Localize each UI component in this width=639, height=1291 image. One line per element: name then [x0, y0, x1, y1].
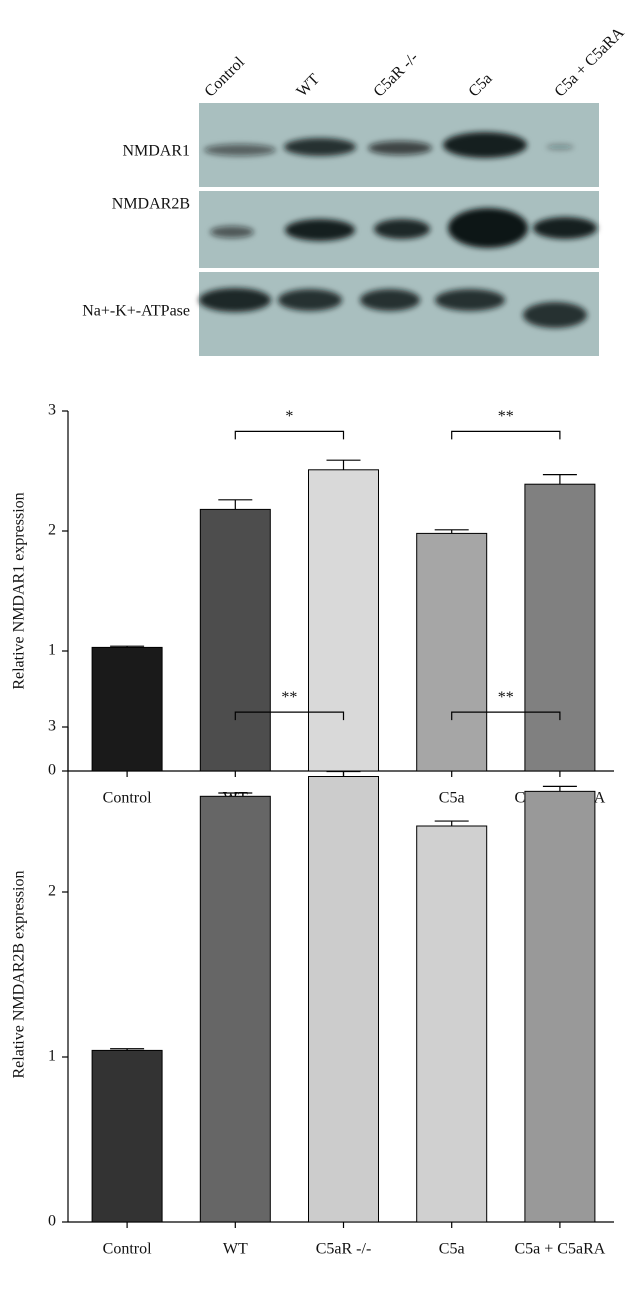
x-tick-label: WT	[223, 1241, 248, 1258]
bar	[91, 646, 163, 772]
y-tick-label: 0	[48, 1213, 56, 1230]
bar	[199, 795, 271, 1223]
band	[285, 219, 355, 241]
band	[210, 226, 254, 238]
x-tick-label: Control	[103, 1241, 152, 1258]
significance-bracket	[234, 711, 345, 721]
blot-lane-label: C5a	[465, 70, 495, 100]
band	[360, 289, 420, 311]
x-tick-label: C5aR -/-	[316, 1241, 372, 1258]
x-tick-label: C5a + C5aRA	[515, 1241, 606, 1258]
y-tick-label: 3	[48, 402, 56, 419]
blot-lane-label: WT	[293, 71, 323, 101]
band	[368, 141, 432, 155]
y-axis-label: Relative NMDAR1 expression	[11, 492, 28, 689]
y-tick-label: 1	[48, 642, 56, 659]
blot-row-label: NMDAR2B	[112, 196, 190, 213]
significance-label: **	[498, 689, 514, 706]
band	[435, 289, 505, 311]
y-tick-label: 2	[48, 883, 56, 900]
bar	[308, 776, 379, 1223]
y-tick-label: 1	[48, 1048, 56, 1065]
significance-label: **	[281, 689, 297, 706]
bar	[199, 508, 271, 772]
y-tick-label: 3	[48, 718, 56, 735]
blot-row-label: Na+-K+-ATPase	[82, 303, 190, 320]
band	[443, 132, 527, 158]
significance-bracket	[451, 711, 561, 721]
significance-bracket	[234, 430, 345, 440]
significance-bracket	[451, 430, 561, 440]
significance-label: **	[498, 408, 514, 425]
band	[278, 289, 342, 311]
blot-lane-label: C5aR -/-	[370, 49, 421, 100]
significance-label: *	[285, 408, 293, 425]
band	[374, 219, 430, 239]
x-tick-label: C5a	[439, 790, 465, 807]
y-axis-label: Relative NMDAR2B expression	[11, 871, 28, 1079]
bar	[308, 469, 379, 772]
blot-separator	[199, 187, 599, 191]
band	[546, 144, 574, 150]
y-tick-label: 2	[48, 522, 56, 539]
bar	[524, 790, 596, 1223]
blot-separator	[199, 268, 599, 272]
blot-bands	[199, 132, 597, 328]
blot-lane-label: C5a + C5aRA	[551, 24, 628, 101]
bar	[416, 532, 488, 772]
band	[199, 288, 271, 312]
blot-row-label: NMDAR1	[122, 143, 190, 160]
band	[448, 208, 528, 248]
band	[204, 144, 276, 156]
bar	[91, 1049, 163, 1223]
western-blot	[199, 103, 599, 356]
x-tick-label: Control	[103, 790, 152, 807]
band	[533, 217, 597, 239]
bar	[416, 825, 488, 1223]
x-tick-label: C5a	[439, 1241, 465, 1258]
band	[284, 138, 356, 156]
y-tick-label: 0	[48, 762, 56, 779]
blot-lane-label: Control	[201, 53, 248, 100]
band	[523, 302, 587, 328]
bar	[524, 483, 596, 772]
